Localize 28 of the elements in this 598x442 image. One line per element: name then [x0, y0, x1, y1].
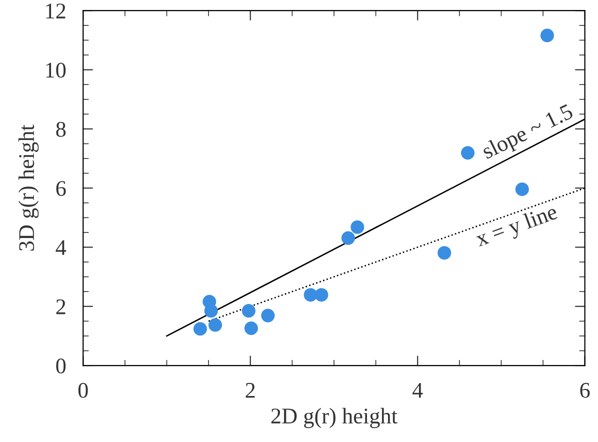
x-axis-title: 2D g(r) height	[271, 408, 398, 428]
point	[314, 288, 328, 302]
x-tick-label: 2	[246, 382, 255, 398]
point	[350, 220, 364, 234]
point	[208, 318, 222, 332]
point	[515, 182, 529, 196]
x-tick-label: 6	[580, 382, 590, 398]
point	[461, 146, 475, 160]
y-tick-label: 12	[46, 4, 66, 18]
point	[244, 322, 258, 336]
annotation: slope ~ 1.5	[480, 102, 576, 164]
y-tick-label: 4	[56, 240, 66, 255]
point	[540, 28, 554, 42]
point	[438, 246, 452, 260]
y-tick-label: 10	[46, 62, 66, 78]
y-tick-label: 0	[56, 358, 66, 374]
point	[242, 304, 256, 318]
point	[341, 231, 355, 245]
y-tick-label: 8	[56, 122, 66, 137]
annotation: x = y line	[474, 203, 560, 252]
y-tick-label: 2	[56, 299, 66, 314]
point	[204, 304, 218, 318]
y-axis-title: 3D g(r) height	[18, 124, 39, 251]
point	[193, 322, 207, 336]
x-tick-label: 0	[78, 382, 88, 398]
x-tick-label: 4	[412, 382, 423, 398]
y-tick-label: 6	[56, 181, 66, 196]
point	[261, 308, 275, 322]
